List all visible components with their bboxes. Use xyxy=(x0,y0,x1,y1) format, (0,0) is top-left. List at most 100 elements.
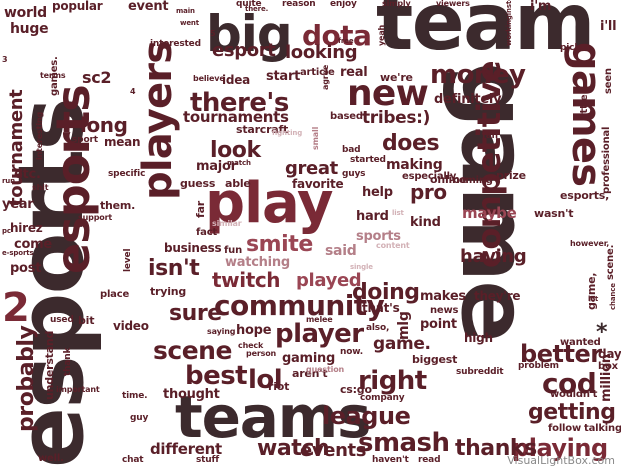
word-understand: understand xyxy=(43,330,56,400)
word-person: person xyxy=(246,349,277,358)
word-thanks: thanks xyxy=(455,436,537,461)
word-especially: especially xyxy=(402,171,457,182)
word-smite: smite xyxy=(246,232,313,257)
word-hirez: hirez xyxy=(10,221,43,235)
word-saying: saying xyxy=(207,327,236,336)
word-business: business xyxy=(164,241,222,255)
word-simply: simply xyxy=(382,0,411,8)
word-however: however, xyxy=(570,239,610,248)
word-went: went xyxy=(180,19,199,27)
word-follow: follow xyxy=(548,423,581,434)
word-definitely: definitely xyxy=(434,92,502,107)
word-havent: haven't xyxy=(372,455,409,465)
word-sport: sport xyxy=(72,135,98,145)
word-money: money xyxy=(430,60,526,90)
word-etc: etc. xyxy=(14,167,41,182)
word-game-comma: game, xyxy=(585,272,598,310)
word-shit: shit xyxy=(32,183,49,192)
word-prize: prize xyxy=(496,169,526,182)
word-watching: watching xyxy=(225,255,290,270)
word-having: having xyxy=(460,246,527,267)
word-scene-period: scene. xyxy=(605,244,616,280)
word-great: great xyxy=(285,158,338,179)
word-isnt: isn't xyxy=(148,256,200,281)
word-chat: chat xyxy=(122,455,144,465)
word-bit: bit xyxy=(78,314,95,327)
word-getting: getting xyxy=(528,400,616,425)
word-seen: seen xyxy=(603,68,614,94)
word-content: content xyxy=(376,241,410,250)
word-mlg: mlg xyxy=(396,311,412,340)
word-let: let xyxy=(588,295,599,303)
word-support: support xyxy=(78,213,113,222)
word-used: used xyxy=(50,315,74,325)
word-company: company xyxy=(360,393,405,403)
word-big: big xyxy=(206,5,293,63)
word-played: played xyxy=(296,270,362,291)
word-read: read xyxy=(418,455,441,465)
word-melee: melee xyxy=(306,315,333,324)
word-team: team xyxy=(376,0,595,68)
word-makes: makes xyxy=(420,289,466,304)
word-single: single xyxy=(350,263,373,271)
word-wasnt: wasn't xyxy=(534,207,574,220)
word-game-period: game. xyxy=(373,334,431,354)
word-them: them. xyxy=(100,199,136,212)
word-bad: bad xyxy=(342,145,361,155)
word-kind: kind xyxy=(410,215,441,230)
word-time: time. xyxy=(122,391,148,401)
word-guess: guess xyxy=(180,177,216,190)
word-coming: coming xyxy=(453,175,493,186)
word-were: we're xyxy=(380,71,413,84)
word-tournament: tournament xyxy=(6,89,27,206)
word-community: community xyxy=(214,289,385,322)
word-able: able xyxy=(225,177,251,190)
word-cod: cod xyxy=(542,367,597,400)
word-pick: pick xyxy=(560,43,581,53)
word-similar: similar xyxy=(212,219,242,228)
word-guys: guys xyxy=(342,169,366,179)
word-believe: believe xyxy=(193,74,225,83)
word-wouldnt: wouldn't xyxy=(550,389,598,400)
word-favorite: favorite xyxy=(292,177,344,191)
word-three: 3 xyxy=(2,55,8,64)
word-theres: there's xyxy=(190,88,289,118)
word-arent: aren't xyxy=(292,367,328,380)
word-mean: mean xyxy=(104,135,141,149)
word-professional: professional xyxy=(601,126,612,194)
word-tournaments: tournaments xyxy=(183,108,289,126)
word-said: said xyxy=(325,243,357,259)
word-thank: thank xyxy=(63,347,73,376)
word-popular: popular xyxy=(52,0,103,13)
word-article: article xyxy=(300,67,335,78)
word-thats: that's xyxy=(362,301,400,315)
word-four: 4 xyxy=(130,87,136,96)
word-important: important xyxy=(56,385,100,394)
word-help: help xyxy=(362,185,393,200)
word-does: does xyxy=(382,131,440,156)
word-chance: chance xyxy=(609,283,617,310)
word-esport: esport xyxy=(212,40,276,61)
word-post: post xyxy=(10,261,42,276)
word-start: start xyxy=(266,69,301,84)
word-different: different xyxy=(150,440,222,458)
word-esports-comma: esports, xyxy=(560,189,610,202)
word-based: based xyxy=(330,111,363,122)
word-free: free xyxy=(338,37,354,45)
word-agree: agree xyxy=(321,64,330,90)
word-match: match xyxy=(227,159,251,167)
word-making: making xyxy=(386,157,443,173)
word-hard: hard xyxy=(356,209,389,224)
word-starcraft: starcraft xyxy=(236,123,289,136)
word-subreddit: subreddit xyxy=(456,367,504,377)
word-workinginstead: workinginstead xyxy=(505,0,513,46)
word-tribes: tribes:) xyxy=(362,108,431,128)
word-riot: riot xyxy=(268,380,290,393)
word-right: right xyxy=(358,366,427,396)
word-event: event xyxy=(128,0,169,14)
word-pro: pro xyxy=(410,180,447,204)
word-scene: scene xyxy=(153,336,232,365)
word-news: news xyxy=(430,305,459,316)
word-best: best xyxy=(185,361,248,391)
